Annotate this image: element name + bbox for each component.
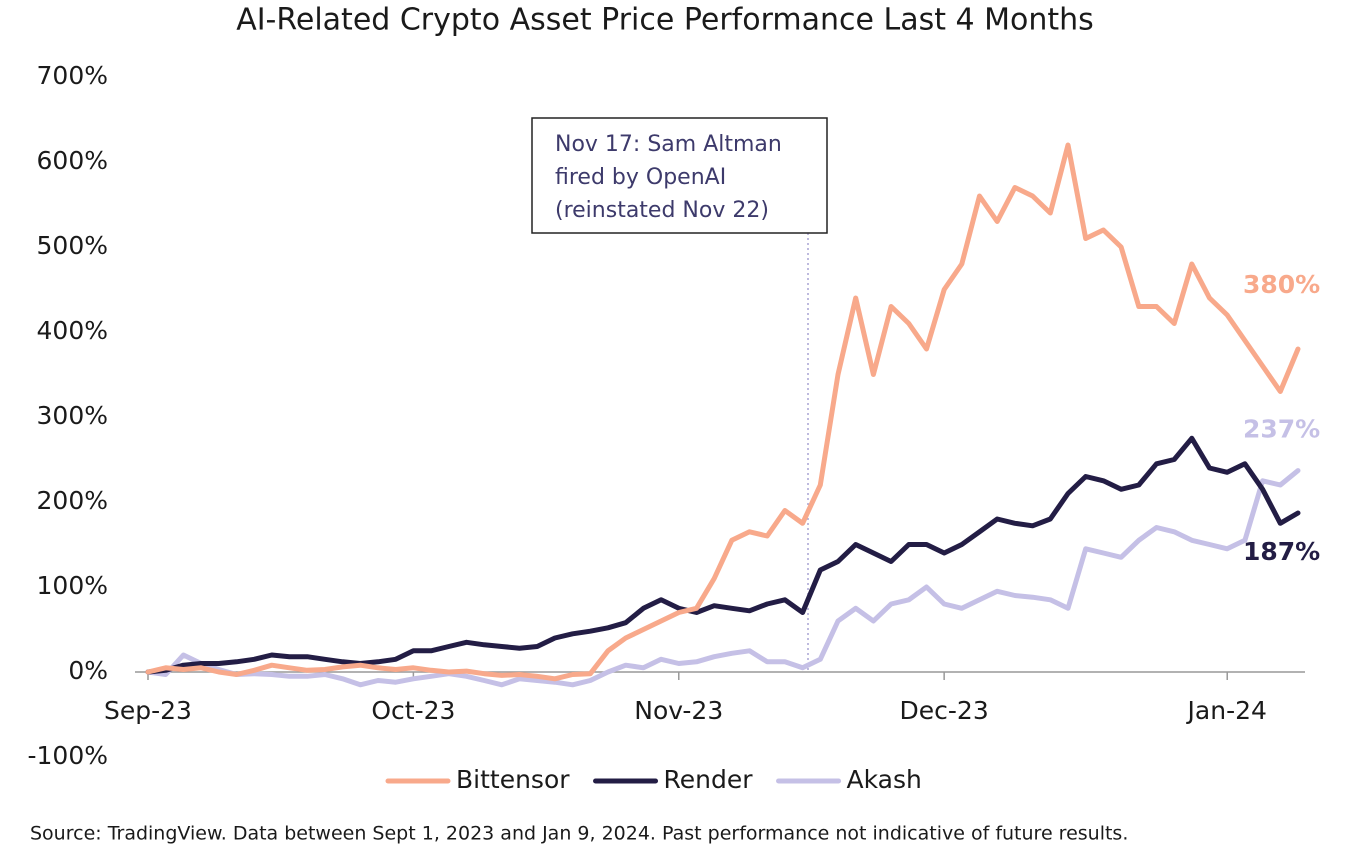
legend-label: Akash (847, 765, 922, 794)
y-tick-label: 600% (37, 146, 108, 175)
x-tick-label: Sep-23 (104, 696, 192, 725)
y-tick-label: 300% (37, 401, 108, 430)
y-tick-label: 0% (68, 656, 108, 685)
annotation-box (531, 117, 828, 234)
value-label: 187% (1243, 537, 1320, 566)
series-line (145, 468, 1301, 688)
legend-label: Render (664, 765, 754, 794)
x-tick-label: Dec-23 (900, 696, 989, 725)
y-tick-label: -100% (28, 741, 109, 770)
series-line (145, 435, 1301, 675)
y-tick-label: 200% (37, 486, 108, 515)
y-tick-label: 500% (37, 231, 108, 260)
value-label: 237% (1243, 415, 1320, 444)
source-note: Source: TradingView. Data between Sept 1… (30, 823, 1128, 845)
annotation-text: Nov 17: Sam Altman (555, 132, 782, 157)
y-tick-label: 100% (37, 571, 108, 600)
x-tick-label: Nov-23 (634, 696, 723, 725)
value-label: 380% (1243, 270, 1320, 299)
series-line (145, 142, 1301, 682)
legend-label: Bittensor (456, 765, 570, 794)
chart-title: AI-Related Crypto Asset Price Performanc… (236, 3, 1094, 38)
y-tick-label: 400% (37, 316, 108, 345)
annotation-text: (reinstated Nov 22) (555, 198, 769, 223)
annotation-text: fired by OpenAI (555, 165, 726, 190)
x-tick-label: Oct-23 (371, 696, 455, 725)
x-tick-label: Jan-24 (1186, 696, 1267, 725)
y-tick-label: 700% (37, 61, 108, 90)
